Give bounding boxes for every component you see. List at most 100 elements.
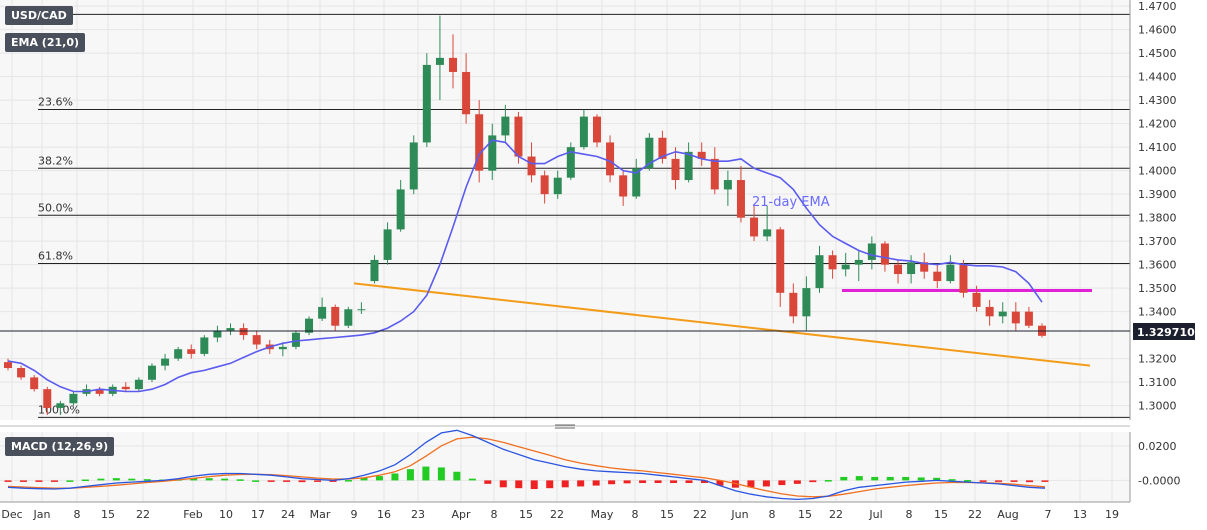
x-tick-label: 15 (660, 508, 674, 521)
candle-body (488, 135, 497, 171)
candle-body (56, 403, 65, 408)
axes: Dec Jan 8 15 22 Feb 10 17 24 Mar 9 16 23 Apr 8 15 22 May 8… (0, 0, 1180, 521)
macd-histogram-bar (267, 480, 275, 482)
macd-histogram-bar (437, 467, 445, 481)
macd-histogram-bar (608, 480, 616, 485)
candle-body (750, 217, 759, 237)
macd-histogram-bar (685, 480, 693, 483)
candle-body (213, 330, 222, 338)
fib-level-label: 23.6% (38, 96, 73, 109)
macd-histogram-bar (453, 471, 461, 481)
fib-level-label: 61.8% (38, 249, 73, 262)
macd-histogram-bar (81, 479, 89, 482)
candle-body (200, 337, 209, 354)
candle-body (475, 114, 484, 171)
x-tick-label: 10 (219, 508, 233, 521)
y-tick-label: 1.4300 (1138, 94, 1177, 107)
x-tick-label: 8 (632, 508, 639, 521)
candle-body (226, 328, 235, 331)
y-tick-label: 1.4700 (1138, 0, 1177, 13)
macd-histogram-bar (19, 480, 27, 482)
x-tick-label: 9 (351, 508, 358, 521)
x-tick-label: 15 (101, 508, 115, 521)
macd-histogram-bar (778, 480, 786, 486)
macd-histogram-bar (700, 480, 708, 483)
macd-indicator-badge[interactable]: MACD (12,26,9) (5, 437, 115, 456)
current-price-tag (1133, 323, 1195, 340)
macd-histogram-bar (1026, 480, 1034, 483)
candle-body (867, 243, 876, 260)
candle-body (815, 255, 824, 289)
macd-histogram-bar (190, 478, 198, 481)
macd-histogram-bar (793, 480, 801, 484)
candle-body (305, 318, 314, 333)
candle-body (710, 158, 719, 190)
candle-body (1024, 311, 1033, 326)
candle-body (291, 332, 300, 347)
macd-histogram-bar (902, 476, 910, 481)
y-tick-label: 1.4200 (1138, 118, 1177, 131)
macd-histogram-bar (406, 469, 414, 481)
candle-body (95, 389, 104, 394)
fib-level-label: 38.2% (38, 154, 73, 167)
ema-indicator-badge[interactable]: EMA (21,0) (5, 33, 85, 52)
candle-body (972, 292, 981, 307)
panel-separator[interactable] (0, 424, 1130, 429)
symbol-badge[interactable]: USD/CAD (5, 6, 73, 25)
candle-body (802, 288, 811, 317)
candle-body (501, 116, 510, 136)
x-tick-label: 22 (550, 508, 564, 521)
candle-body (880, 243, 889, 265)
x-tick-label: 15 (934, 508, 948, 521)
candle-body (527, 156, 536, 176)
y-tick-label: 1.3200 (1138, 353, 1177, 366)
candle-body (1011, 311, 1020, 324)
y-tick-label: 1.4500 (1138, 47, 1177, 60)
candle-body (187, 349, 196, 354)
macd-histogram-bar (979, 480, 987, 482)
candle-body (959, 264, 968, 293)
macd-histogram-bar (933, 477, 941, 481)
candle-body (763, 229, 772, 237)
x-tick-label: Apr (451, 508, 471, 521)
candle-body (723, 180, 732, 190)
candle-body (933, 271, 942, 282)
x-tick-label: 15 (519, 508, 533, 521)
candle-body (579, 116, 588, 148)
candle-body (396, 189, 405, 230)
candle-body (540, 175, 549, 195)
candle-body (370, 259, 379, 282)
price-plot-area (0, 0, 1130, 420)
y-tick-label: 1.3600 (1138, 259, 1177, 272)
x-tick-label: 24 (281, 508, 295, 521)
candle-body (841, 264, 850, 270)
candle-body (671, 158, 680, 181)
y-tick-label: 1.3900 (1138, 188, 1177, 201)
candle-body (854, 259, 863, 265)
macd-histogram-bar (35, 480, 43, 482)
candle-body (606, 142, 615, 176)
macd-histogram-bar (468, 478, 476, 481)
macd-histogram-bar (128, 478, 136, 481)
x-tick-label: Feb (183, 508, 202, 521)
macd-histogram-bar (484, 480, 492, 484)
candle-body (736, 180, 745, 218)
candle-body (998, 311, 1007, 317)
macd-histogram-bar (623, 480, 631, 484)
macd-histogram-bar (886, 476, 894, 481)
x-tick-label: 13 (1073, 508, 1087, 521)
macd-histogram-bar (1010, 480, 1018, 482)
macd-histogram-bar (4, 480, 12, 482)
x-tick-label: 8 (74, 508, 81, 521)
macd-histogram-bar (143, 479, 151, 481)
macd-signal-line (7, 436, 1046, 498)
candle-body (462, 71, 471, 115)
candle-body (449, 57, 458, 72)
macd-histogram-bar (964, 480, 972, 482)
macd-panel (4, 429, 1049, 501)
macd-histogram-bar (515, 480, 523, 489)
macd-histogram-bar (314, 480, 322, 482)
labels: 21-day EMA (752, 195, 830, 210)
candle-body (514, 116, 523, 157)
